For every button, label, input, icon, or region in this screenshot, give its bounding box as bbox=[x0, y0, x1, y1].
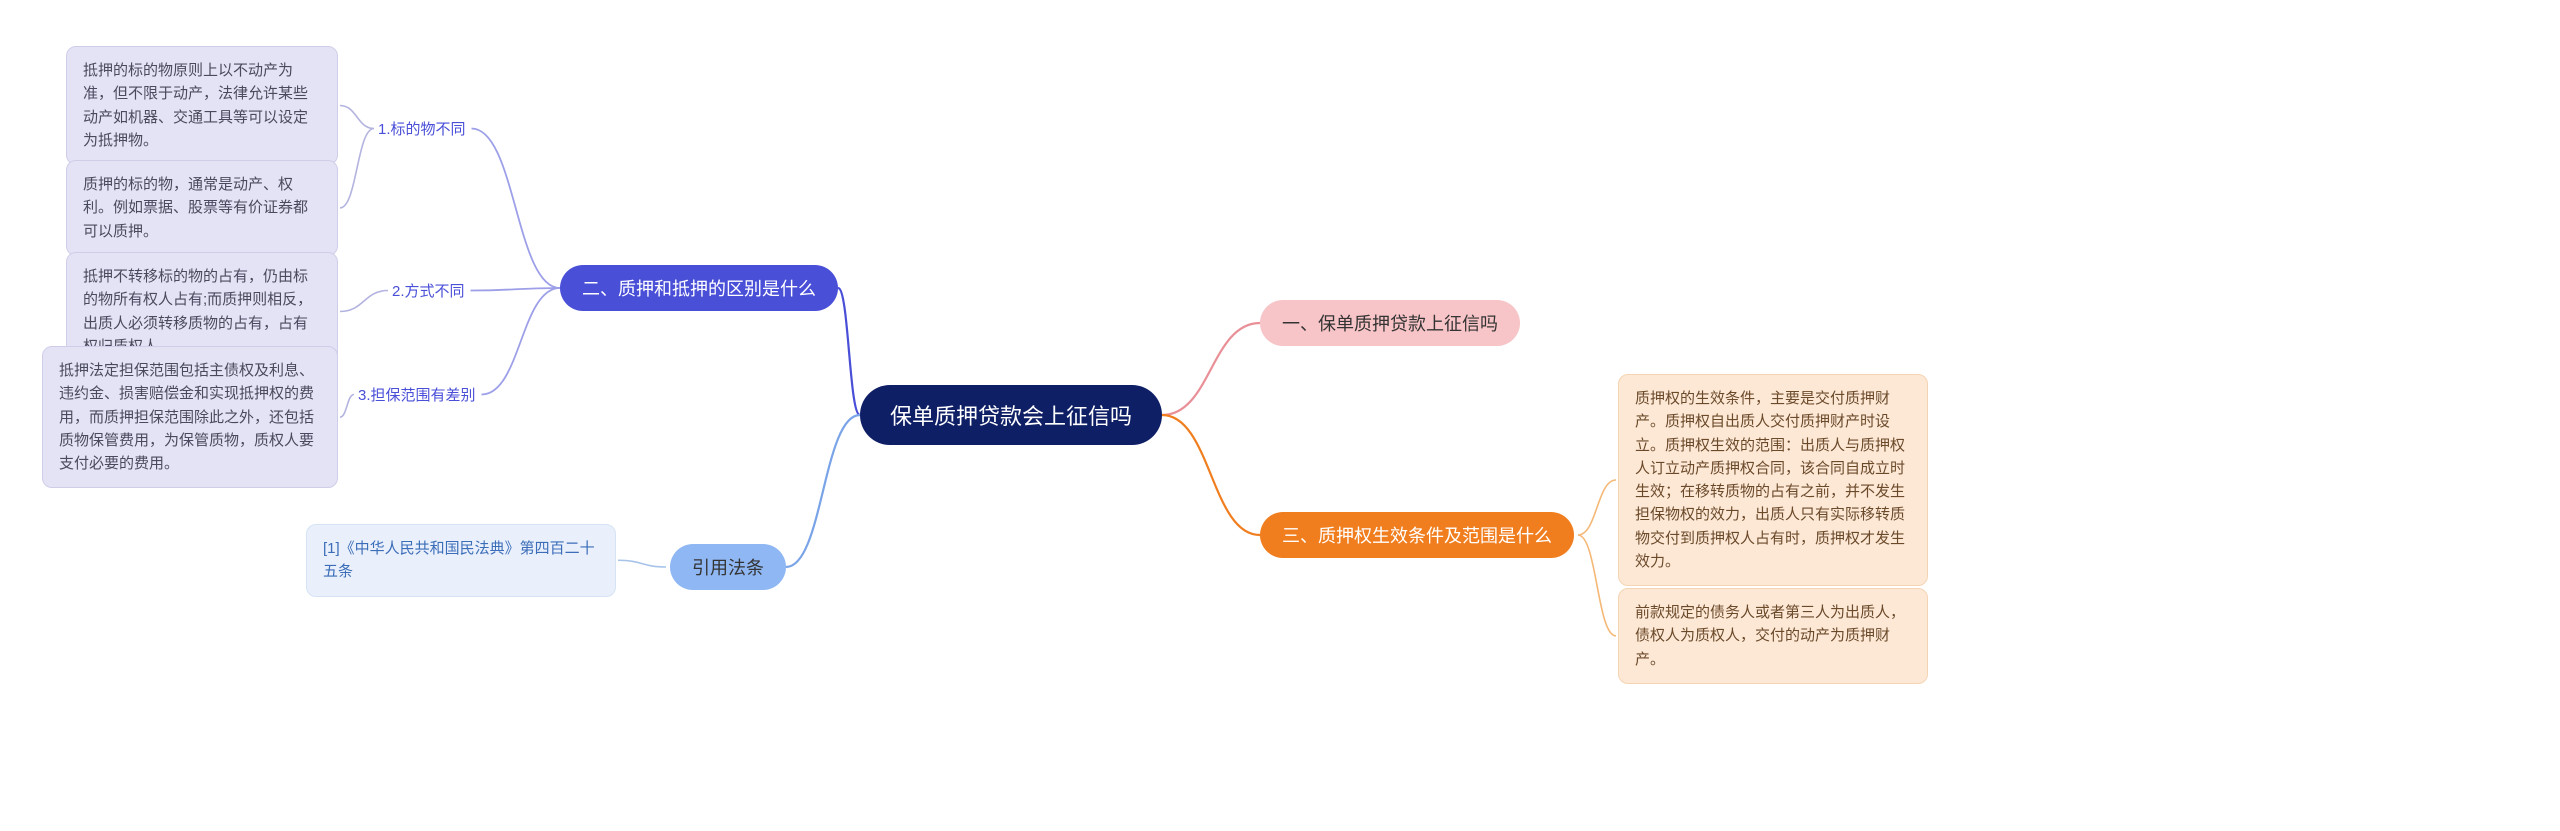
leaf-4: [1]《中华人民共和国民法典》第四百二十五条 bbox=[306, 524, 616, 597]
sub-2c: 3.担保范围有差别 bbox=[358, 384, 476, 405]
branch-4: 引用法条 bbox=[670, 544, 786, 590]
branch-2: 二、质押和抵押的区别是什么 bbox=[560, 265, 838, 311]
leaf-2a2: 质押的标的物，通常是动产、权利。例如票据、股票等有价证券都可以质押。 bbox=[66, 160, 338, 256]
sub-2b: 2.方式不同 bbox=[392, 280, 465, 301]
leaf-3b: 前款规定的债务人或者第三人为出质人，债权人为质权人，交付的动产为质押财产。 bbox=[1618, 588, 1928, 684]
leaf-2c: 抵押法定担保范围包括主债权及利息、违约金、损害赔偿金和实现抵押权的费用，而质押担… bbox=[42, 346, 338, 488]
leaf-3a: 质押权的生效条件，主要是交付质押财产。质押权自出质人交付质押财产时设立。质押权生… bbox=[1618, 374, 1928, 586]
branch-1: 一、保单质押贷款上征信吗 bbox=[1260, 300, 1520, 346]
sub-2a: 1.标的物不同 bbox=[378, 118, 466, 139]
branch-3: 三、质押权生效条件及范围是什么 bbox=[1260, 512, 1574, 558]
leaf-2a1: 抵押的标的物原则上以不动产为准，但不限于动产，法律允许某些动产如机器、交通工具等… bbox=[66, 46, 338, 165]
root-node: 保单质押贷款会上征信吗 bbox=[860, 385, 1162, 445]
